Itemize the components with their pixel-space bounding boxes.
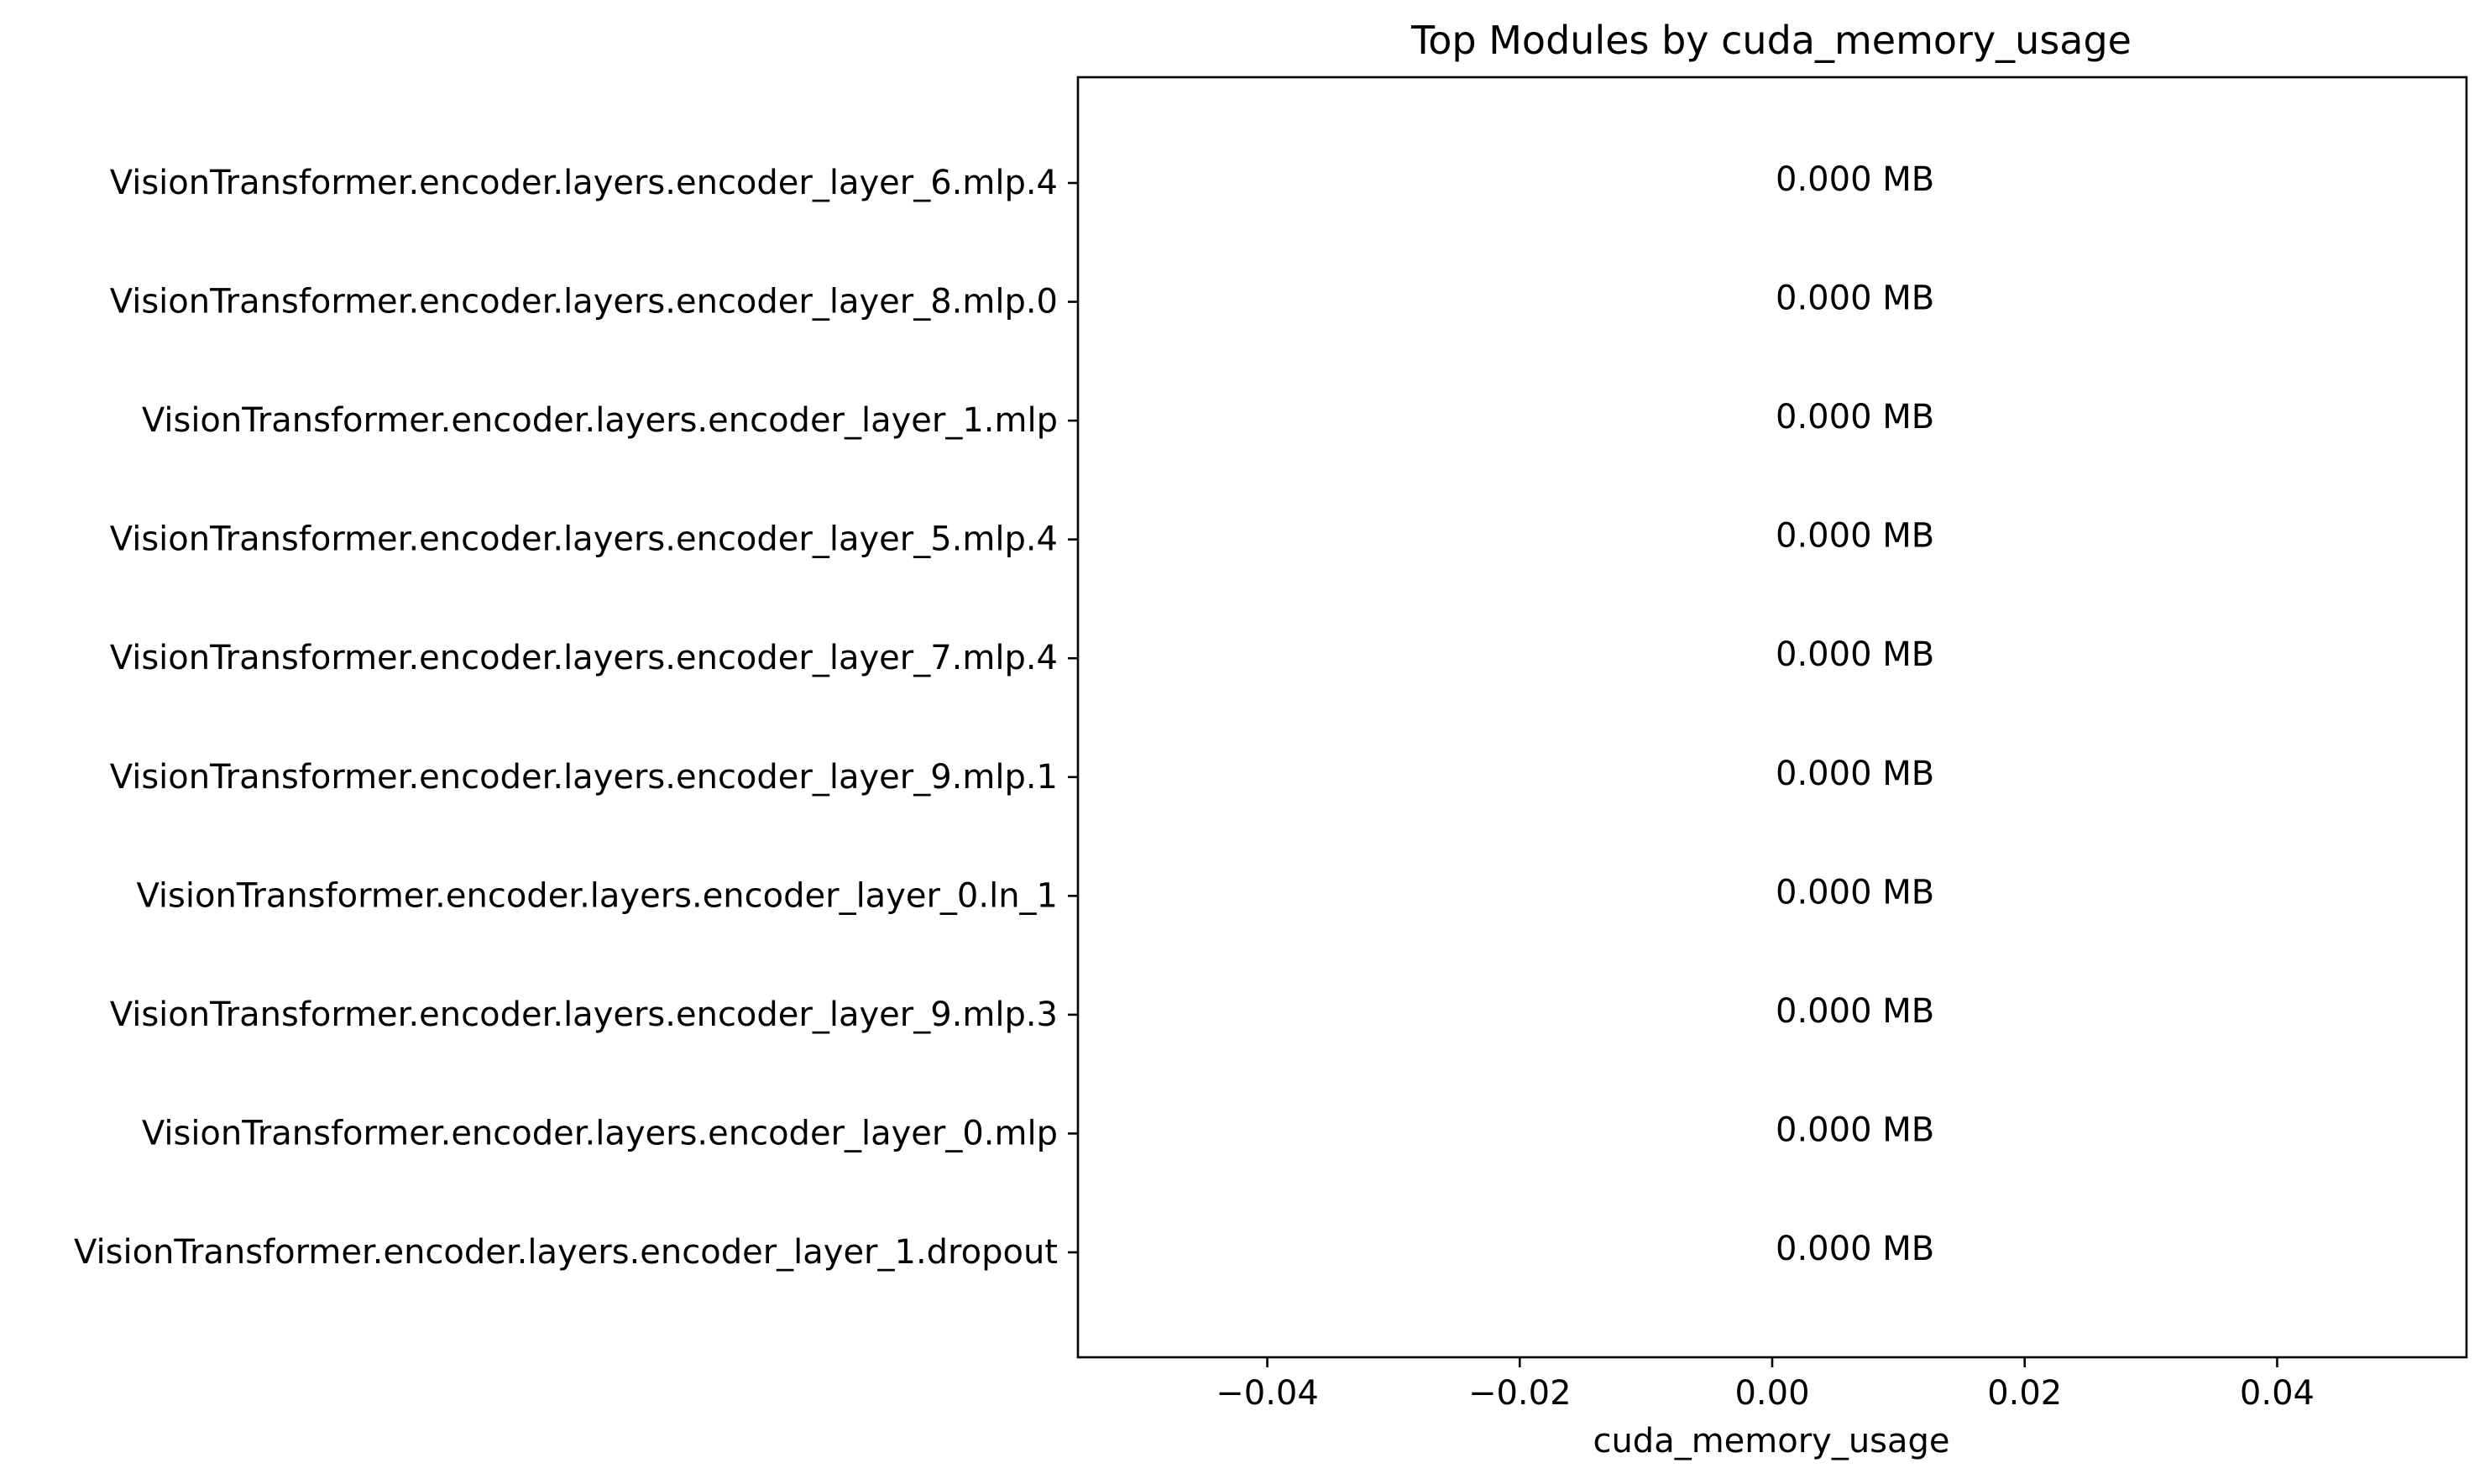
x-axis-ticks: −0.04 −0.02 0.00 0.02 0.04: [1216, 1357, 2315, 1413]
data-label: 0.000 MB: [1776, 1230, 1934, 1268]
y-tick-label: VisionTransformer.encoder.layers.encoder…: [110, 164, 1058, 202]
data-label: 0.000 MB: [1776, 517, 1934, 556]
x-tick-label: −0.04: [1216, 1374, 1319, 1413]
y-tick-label: VisionTransformer.encoder.layers.encoder…: [110, 283, 1058, 321]
y-tick-label: VisionTransformer.encoder.layers.encoder…: [142, 401, 1058, 440]
x-tick-label: 0.04: [2240, 1374, 2315, 1413]
y-tick-label: VisionTransformer.encoder.layers.encoder…: [110, 639, 1058, 677]
data-label: 0.000 MB: [1776, 992, 1934, 1031]
data-labels: 0.000 MB 0.000 MB 0.000 MB 0.000 MB 0.000 MB…: [1776, 160, 1934, 1268]
x-axis-label: cuda_memory_usage: [1593, 1422, 1949, 1460]
plot-area-frame: [1076, 76, 2468, 1359]
y-tick-label: VisionTransformer.encoder.layers.encoder…: [142, 1114, 1058, 1152]
y-tick-label: VisionTransformer.encoder.layers.encoder…: [74, 1233, 1058, 1272]
x-tick-label: 0.00: [1734, 1374, 1809, 1413]
x-tick-label: 0.02: [1987, 1374, 2062, 1413]
y-axis-ticks: VisionTransformer.encoder.layers.encoder…: [74, 164, 1078, 1272]
data-label: 0.000 MB: [1776, 755, 1934, 793]
data-label: 0.000 MB: [1776, 280, 1934, 318]
data-label: 0.000 MB: [1776, 873, 1934, 912]
y-tick-label: VisionTransformer.encoder.layers.encoder…: [110, 758, 1058, 797]
data-label: 0.000 MB: [1776, 398, 1934, 436]
y-tick-label: VisionTransformer.encoder.layers.encoder…: [110, 995, 1058, 1034]
data-label: 0.000 MB: [1776, 1110, 1934, 1149]
data-label: 0.000 MB: [1776, 635, 1934, 674]
chart-title: Top Modules by cuda_memory_usage: [1410, 18, 2132, 63]
data-label: 0.000 MB: [1776, 160, 1934, 199]
y-tick-label: VisionTransformer.encoder.layers.encoder…: [136, 876, 1058, 915]
y-tick-label: VisionTransformer.encoder.layers.encoder…: [110, 520, 1058, 559]
x-tick-label: −0.02: [1468, 1374, 1572, 1413]
